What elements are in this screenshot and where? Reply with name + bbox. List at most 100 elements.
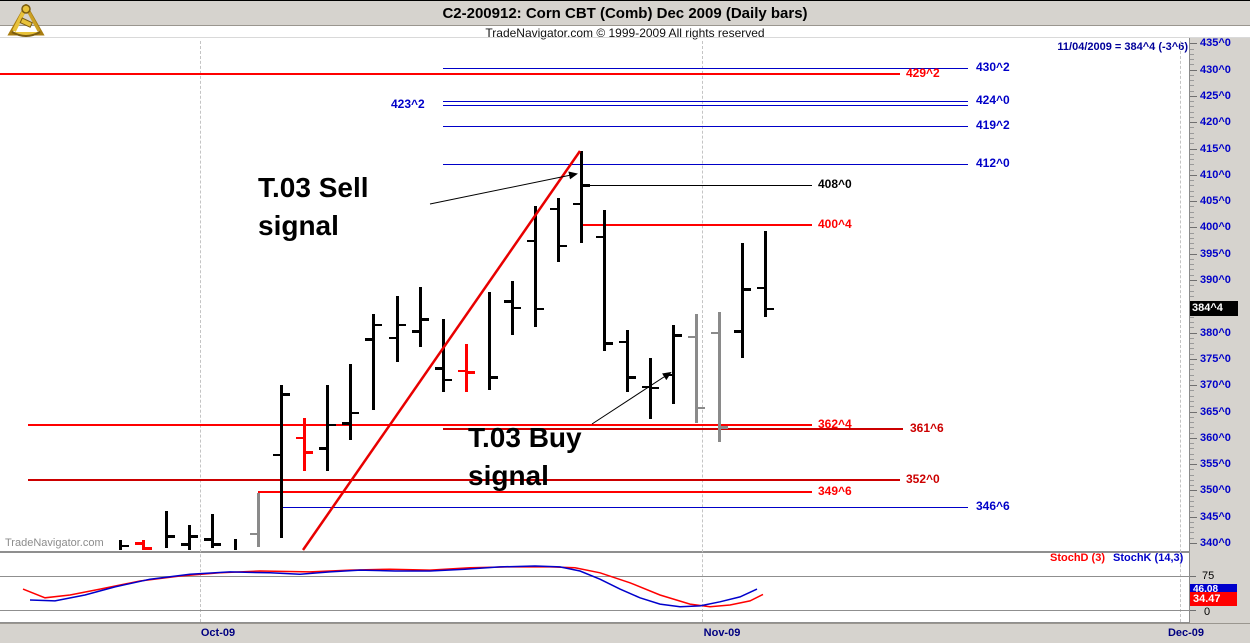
watermark-text: TradeNavigator.com xyxy=(5,537,104,549)
price-axis-minor-tick xyxy=(1190,495,1194,497)
price-bar-open-tick xyxy=(272,453,280,457)
price-axis-label: 375^0 xyxy=(1200,352,1231,365)
price-axis-minor-tick xyxy=(1190,64,1194,66)
price-axis-minor-tick xyxy=(1190,132,1194,134)
price-axis-minor-tick xyxy=(1190,232,1194,234)
price-axis-minor-tick xyxy=(1190,390,1194,392)
month-gridline xyxy=(200,41,201,622)
price-axis-minor-tick xyxy=(1190,521,1194,523)
price-bar-close-tick xyxy=(351,411,359,415)
stochk-legend-label: StochK (14,3) xyxy=(1113,552,1184,564)
price-axis-label: 365^0 xyxy=(1200,405,1231,418)
price-axis-major-tick xyxy=(1190,411,1197,413)
level-label: 424^0 xyxy=(976,93,1010,108)
price-bar-close-tick xyxy=(651,386,659,390)
price-bar-close-tick xyxy=(444,378,452,382)
level-line xyxy=(282,506,968,509)
price-bar xyxy=(395,295,399,362)
date-axis-label: Nov-09 xyxy=(703,627,741,639)
level-line xyxy=(443,163,968,166)
price-axis-minor-tick xyxy=(1190,222,1194,224)
price-axis-minor-tick xyxy=(1190,127,1194,129)
price-axis-minor-tick xyxy=(1190,237,1194,239)
stochd-legend-label: StochD (3) xyxy=(1050,552,1105,564)
price-axis-major-tick xyxy=(1190,358,1197,360)
price-axis-minor-tick xyxy=(1190,195,1194,197)
level-line xyxy=(28,424,812,426)
price-axis-major-tick xyxy=(1190,490,1197,492)
price-axis-minor-tick xyxy=(1190,343,1194,345)
sell-signal-annotation: T.03 Sell signal xyxy=(258,169,369,245)
price-axis-minor-tick xyxy=(1190,295,1194,297)
price-bar-open-tick xyxy=(134,542,142,545)
price-bar-close-tick xyxy=(374,323,382,327)
price-axis-minor-tick xyxy=(1190,422,1194,424)
price-axis-minor-tick xyxy=(1190,248,1194,250)
price-bar-close-tick xyxy=(697,406,705,410)
price-axis-label: 350^0 xyxy=(1200,484,1231,497)
stochd-value-badge: 34.47 xyxy=(1190,592,1237,606)
price-bar xyxy=(164,511,168,549)
stoch-axis-75-label: 75 xyxy=(1202,570,1215,582)
price-bar-close-tick xyxy=(121,544,129,548)
price-axis-minor-tick xyxy=(1190,85,1194,87)
buy-signal-line2: signal xyxy=(468,460,549,491)
price-axis-minor-tick xyxy=(1190,532,1194,534)
price-axis-label: 425^0 xyxy=(1200,89,1231,102)
price-axis-major-tick xyxy=(1190,385,1197,387)
price-axis-major-tick xyxy=(1190,516,1197,518)
price-bar-close-tick xyxy=(398,323,406,327)
price-axis-major-tick xyxy=(1190,148,1197,150)
price-axis-minor-tick xyxy=(1190,353,1194,355)
price-bar-open-tick xyxy=(595,235,603,239)
price-bar xyxy=(671,324,675,404)
price-bar-open-tick xyxy=(756,286,764,290)
price-bar-open-tick xyxy=(411,330,419,333)
level-label: 429^2 xyxy=(906,65,940,80)
price-bar-open-tick xyxy=(203,538,211,541)
price-axis-minor-tick xyxy=(1190,374,1194,376)
level-line xyxy=(443,100,968,103)
level-label: 361^6 xyxy=(910,420,944,435)
stoch-axis-tick xyxy=(1190,610,1196,611)
price-bar-open-tick xyxy=(641,385,649,388)
price-bar-open-tick xyxy=(664,373,672,377)
price-bar-close-tick xyxy=(605,342,613,345)
level-label: 349^6 xyxy=(818,483,852,498)
price-bar-open-tick xyxy=(341,422,349,425)
price-bar xyxy=(256,493,260,547)
level-label: 423^2 xyxy=(391,97,425,112)
level-label: 419^2 xyxy=(976,118,1010,133)
title-bar xyxy=(0,1,1250,26)
price-bar xyxy=(418,286,422,348)
level-label: 408^0 xyxy=(818,177,852,192)
level-line xyxy=(0,73,900,75)
price-axis-minor-tick xyxy=(1190,395,1194,397)
price-axis-major-tick xyxy=(1190,332,1197,334)
stoch-gridline xyxy=(0,576,1190,577)
price-axis-minor-tick xyxy=(1190,406,1194,408)
price-axis-minor-tick xyxy=(1190,369,1194,371)
level-label: 346^6 xyxy=(976,499,1010,514)
price-axis-minor-tick xyxy=(1190,264,1194,266)
level-label: 352^0 xyxy=(906,471,940,486)
price-bar-close-tick xyxy=(421,318,429,321)
price-axis-minor-tick xyxy=(1190,453,1194,455)
price-axis-minor-tick xyxy=(1190,337,1194,339)
price-bar-open-tick xyxy=(318,447,326,450)
price-axis-major-tick xyxy=(1190,69,1197,71)
price-bar-open-tick xyxy=(572,202,580,206)
level-line xyxy=(443,428,903,430)
price-axis-gutter xyxy=(1190,37,1250,643)
price-axis-minor-tick xyxy=(1190,443,1194,445)
price-axis-minor-tick xyxy=(1190,48,1194,50)
price-axis-label: 380^0 xyxy=(1200,326,1231,339)
sextant-logo-icon xyxy=(7,4,45,37)
price-bar-open-tick xyxy=(457,369,465,373)
price-axis-minor-tick xyxy=(1190,116,1194,118)
price-bar-open-tick xyxy=(388,336,396,340)
price-bar-close-tick xyxy=(628,376,636,379)
price-axis-minor-tick xyxy=(1190,400,1194,402)
buy-signal-annotation: T.03 Buy signal xyxy=(468,419,582,495)
